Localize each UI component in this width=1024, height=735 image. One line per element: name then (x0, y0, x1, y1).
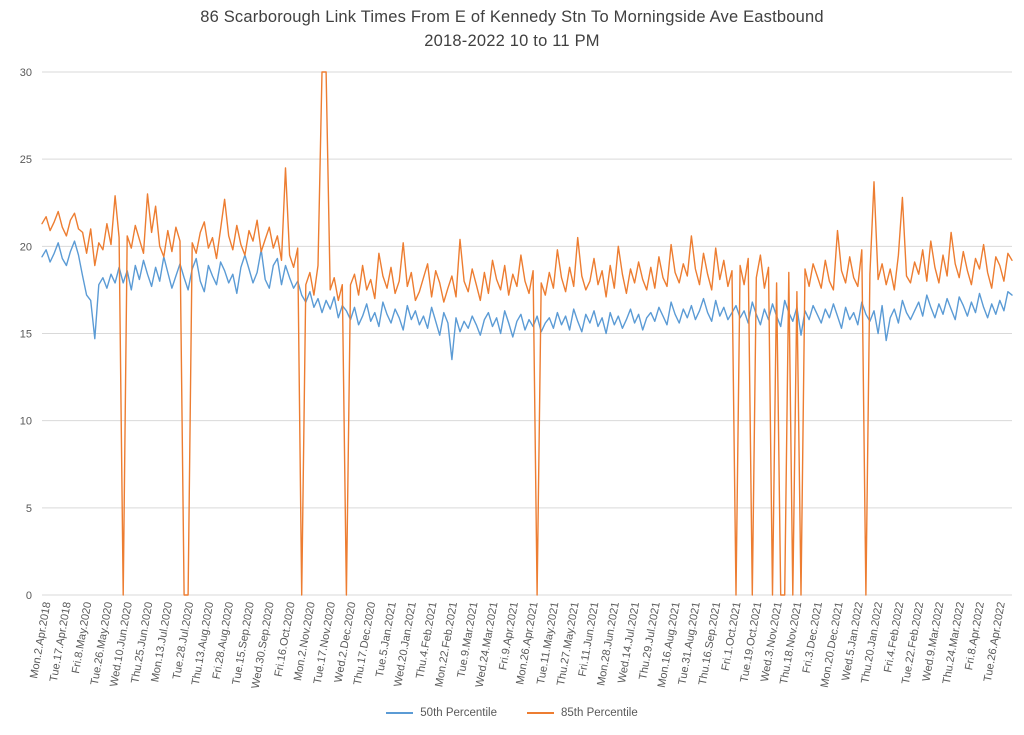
x-axis-tick-label-text: Thu.16.Sep.2021 (697, 601, 724, 687)
legend-line-swatch-50th (386, 712, 414, 714)
chart-title-line2: 2018-2022 10 to 11 PM (424, 32, 600, 50)
y-axis-tick-label: 20 (20, 241, 32, 253)
x-axis-tick-label-text: Fri.8.May.2020 (69, 601, 95, 675)
x-axis-tick-label-text: Thu.24.Mar.2022 (940, 601, 968, 685)
x-axis-tick-label-text: Fri.3.Dec.2021 (800, 601, 825, 675)
y-axis-tick-label: 10 (20, 416, 32, 428)
legend-item-85th-percentile: 85th Percentile (527, 707, 638, 719)
x-axis-tick-label-text: Tue.26.Apr.2022 (981, 601, 1008, 683)
series-line-85th-percentile (41, 71, 1013, 596)
legend-label-85th: 85th Percentile (561, 707, 638, 719)
y-axis-tick-label: 30 (20, 67, 32, 79)
chart-title-line1: 86 Scarborough Link Times From E of Kenn… (200, 8, 824, 26)
y-axis-tick-label: 5 (26, 503, 32, 515)
legend-item-50th-percentile: 50th Percentile (386, 707, 497, 719)
x-axis-tick-label-text: Fri.9.Apr.2021 (496, 601, 521, 672)
y-axis-tick-label: 0 (26, 590, 32, 602)
legend-line-swatch-85th (527, 712, 554, 714)
y-axis-tick-label: 25 (20, 154, 32, 166)
series-line-50th-percentile (41, 240, 1013, 361)
legend: 50th Percentile 85th Percentile (0, 707, 1024, 719)
chart-title: 86 Scarborough Link Times From E of Kenn… (0, 5, 1024, 53)
legend-label-50th: 50th Percentile (420, 707, 497, 719)
y-axis-tick-label: 15 (20, 329, 32, 341)
x-axis-tick-label-text: Fri.8.Apr.2022 (963, 601, 988, 672)
x-axis-tick-label-text: Fri.1.Oct.2021 (719, 601, 744, 672)
